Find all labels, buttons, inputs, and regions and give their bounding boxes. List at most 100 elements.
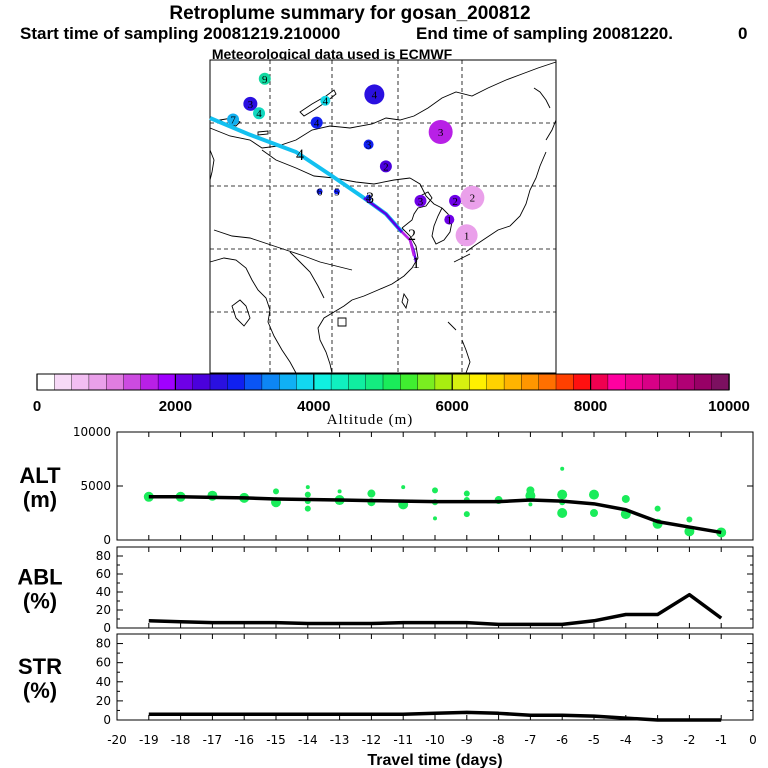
y-tick-label: 20 [96, 694, 111, 708]
map-cluster-label: 1 [447, 215, 453, 227]
y-tick-label: 60 [96, 656, 111, 670]
y-tick-label: 0 [103, 713, 111, 727]
x-tick-label: -14 [298, 733, 318, 747]
start-time-label: Start time of sampling 20081219.210000 [20, 24, 341, 43]
map-cluster-label: 3 [366, 140, 372, 152]
colorbar-swatch [192, 373, 211, 391]
altitude-colorbar: 0 2000 4000 6000 8000 10000 Altitude (m) [33, 373, 750, 428]
map-cluster-marker [364, 84, 385, 105]
colorbar-tick-label: 2000 [159, 398, 192, 415]
x-tick-label: -19 [139, 733, 159, 747]
colorbar-swatch [261, 373, 280, 391]
x-tick-label: -15 [266, 733, 286, 747]
colorbar-swatch [694, 373, 713, 391]
colorbar-swatch [555, 373, 574, 391]
colorbar-swatch [330, 373, 350, 391]
trajectory-day-number: 2 [408, 227, 416, 244]
scatter-point [557, 489, 568, 500]
colorbar-swatch [175, 373, 194, 391]
y-tick-label: 0 [103, 533, 111, 547]
x-tick-label: -5 [588, 733, 600, 747]
map-cluster-label: 5 [334, 186, 340, 198]
map-cluster-label: 4 [366, 193, 372, 205]
colorbar-swatch [279, 373, 298, 391]
x-tick-label: -8 [493, 733, 505, 747]
map-cluster-marker [333, 188, 340, 195]
colorbar-swatch [157, 373, 177, 391]
scatter-point [528, 502, 533, 507]
map-cluster-label: 1 [464, 230, 470, 242]
scatter-point [304, 491, 311, 498]
colorbar-swatch [452, 373, 471, 391]
map-cluster-label: 4 [256, 108, 262, 120]
scatter-point [463, 511, 470, 518]
map-cluster-marker [310, 116, 323, 129]
end-time-label: End time of sampling 20081220. [416, 24, 673, 43]
colorbar-swatch [486, 373, 505, 391]
x-tick-label: -9 [461, 733, 473, 747]
colorbar-swatch [469, 373, 488, 391]
scatter-point [560, 466, 565, 471]
end-time-value: 0 [738, 24, 748, 43]
colorbar-swatch [348, 373, 367, 391]
colorbar-swatch [313, 373, 332, 391]
colorbar-tick-label: 4000 [297, 398, 330, 415]
scatter-point [686, 516, 693, 523]
panel-ylabel: ALT [19, 463, 61, 488]
map-cluster-marker [243, 96, 258, 111]
map-cluster-marker [455, 224, 478, 247]
scatter-point [654, 505, 661, 512]
map-cluster-label: 6 [317, 186, 323, 198]
scatter-point [557, 508, 568, 518]
colorbar-swatch [642, 373, 661, 391]
scatter-point [337, 489, 342, 494]
map-cluster-label: 4 [314, 118, 320, 130]
colorbar-swatch [434, 373, 453, 391]
colorbar-swatch [521, 373, 540, 391]
map-cluster-marker [227, 113, 240, 126]
colorbar-swatch [625, 373, 644, 391]
y-tick-label: 5000 [80, 479, 111, 493]
map-cluster-label: 4 [372, 89, 378, 101]
scatter-point [589, 489, 599, 500]
x-tick-label: -1 [715, 733, 727, 747]
panel-frame [116, 431, 754, 541]
colorbar-title: Altitude (m) [327, 412, 414, 428]
map-trajectory [209, 116, 418, 263]
colorbar-tick-label: 10000 [708, 398, 750, 415]
map-cluster-label: 7 [230, 114, 236, 126]
colorbar-swatch [209, 373, 228, 391]
trajectory-day-number: 3 [366, 190, 374, 207]
x-tick-label: -10 [425, 733, 445, 747]
panel-ylabel-unit: (%) [23, 678, 57, 703]
scatter-point [525, 490, 536, 501]
colorbar-tick-label: 8000 [574, 398, 607, 415]
colorbar-swatch [400, 373, 419, 391]
panel-ylabel: ABL [17, 565, 62, 590]
scatter-point [305, 485, 310, 490]
x-tick-label: -11 [393, 733, 413, 747]
colorbar-swatch [365, 373, 384, 391]
colorbar-swatch [36, 373, 55, 391]
x-tick-label: -3 [652, 733, 664, 747]
map-cluster-label: 3 [438, 127, 444, 139]
colorbar-swatch [88, 373, 107, 391]
scatter-point [367, 489, 376, 498]
x-tick-label: 0 [749, 733, 757, 747]
map-cluster-marker [449, 194, 462, 207]
colorbar-swatch [296, 373, 315, 391]
colorbar-swatch [417, 373, 436, 391]
x-tick-label: -16 [234, 733, 254, 747]
y-tick-label: 40 [96, 675, 111, 689]
y-tick-label: 80 [96, 549, 111, 563]
map-cluster-label: 2 [383, 161, 389, 173]
x-tick-label: -20 [107, 733, 127, 747]
map-grid [210, 60, 556, 373]
trajectory-end [401, 231, 416, 257]
meteorological-data-label: Meteorological data used is ECMWF [211, 46, 453, 62]
panel-ylabel: STR [18, 654, 62, 679]
map-cluster-label: 2 [452, 196, 458, 208]
